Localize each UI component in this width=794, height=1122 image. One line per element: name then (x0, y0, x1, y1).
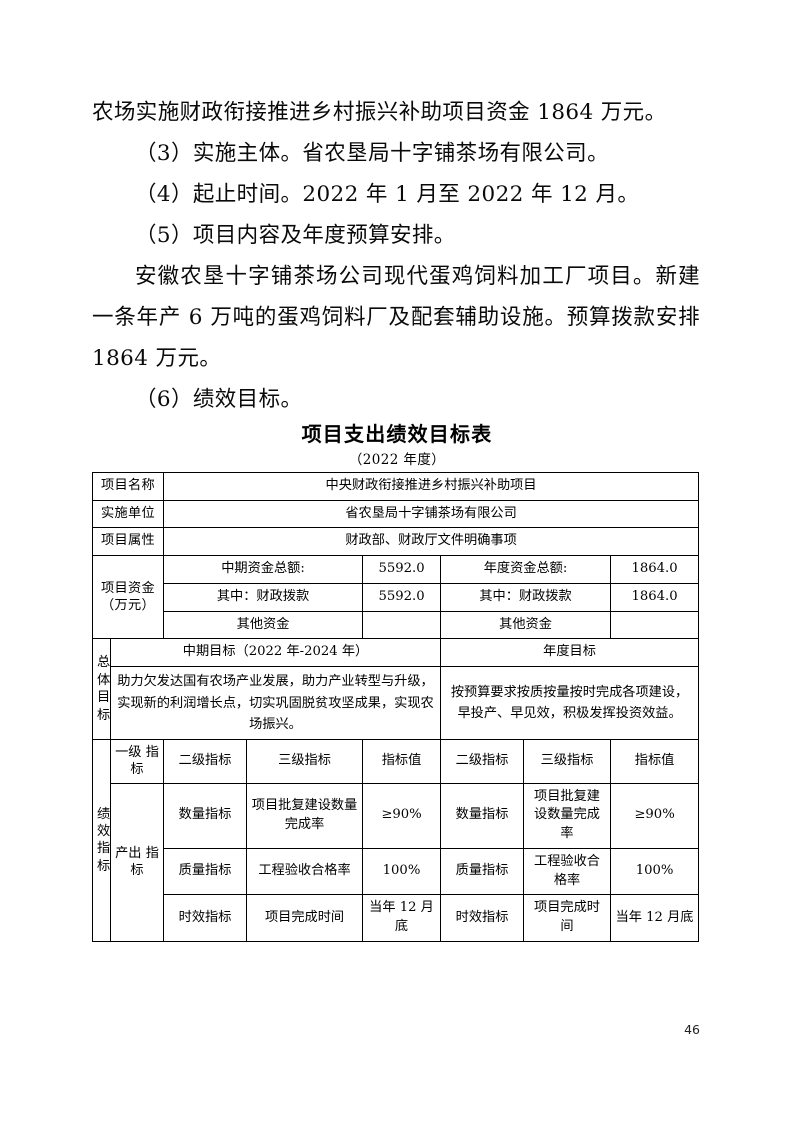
row-label-project-attribute: 项目属性 (91, 527, 165, 557)
table-row-implementing-unit: 实施单位 省农垦局十字铺茶场有限公司 (91, 499, 700, 529)
level1-value-line2: 指标 (130, 845, 159, 879)
row-value-implementing-unit: 省农垦局十字铺茶场有限公司 (163, 499, 700, 529)
indicator-header-mid-level3: 三级指标 (246, 739, 364, 784)
indicator-mid-level2-quantity: 数量指标 (163, 782, 248, 849)
indicator-annual-level2-quantity: 数量指标 (440, 782, 525, 849)
level1-header-line2: 指标 (130, 745, 159, 778)
indicator-header-annual-level3: 三级指标 (523, 739, 612, 784)
table-row-indicator-quantity: 产出 指标 数量指标 项目批复建设数量完成率 ≥90% 数量指标 项目批复建设数… (93, 782, 700, 942)
body-text: 农场实施财政衔接推进乡村振兴补助项目资金 1864 万元。 （3）实施主体。省农… (92, 92, 700, 420)
table-row-indicator-header: 绩 效 指 标 一级 指标 二级指标 三级指标 指标值 二级指标 三级指标 指标… (92, 739, 700, 942)
funding-mid-value-appropriation: 5592.0 (362, 582, 442, 612)
table-row-project-attribute: 项目属性 财政部、财政厅文件明确事项 (91, 527, 700, 557)
overall-goal-mid-header: 中期目标（2022 年-2024 年） (109, 638, 442, 668)
indicator-header-level1: 一级 指标 (109, 739, 165, 784)
indicator-annual-level3-quantity: 项目批复建设数量完成率 (523, 782, 612, 849)
indicator-header-mid-value: 指标值 (362, 739, 442, 784)
paragraph-item-3: （3）实施主体。省农垦局十字铺茶场有限公司。 (135, 141, 609, 166)
table-row-indicator-quality: 质量指标 工程验收合格率 100% 质量指标 工程验收合格率 100% (93, 847, 700, 896)
indicator-annual-value-quality: 100% (610, 847, 700, 896)
paragraph-project-content: 安徽农垦十字铺茶场公司现代蛋鸡饲料加工厂项目。新建一条年产 6 万吨的蛋鸡饲料厂… (92, 264, 700, 371)
row-label-performance-indicator: 绩 效 指 标 (92, 739, 111, 942)
table-subtitle: （2022 年度） (348, 452, 446, 468)
funding-annual-label-appropriation: 其中：财政拨款 (440, 582, 612, 612)
indicator-mid-value-quality: 100% (362, 847, 442, 896)
table-row-indicator-timeliness: 时效指标 项目完成时间 当年 12 月底 时效指标 项目完成时间 当年 12 月… (93, 894, 700, 942)
row-label-implementing-unit: 实施单位 (91, 499, 165, 529)
paragraph-item-6: （6）绩效目标。 (135, 387, 303, 412)
row-value-project-name: 中央财政衔接推进乡村振兴补助项目 (163, 472, 700, 501)
indicator-header-annual-value: 指标值 (610, 739, 700, 784)
paragraph-continuation: 农场实施财政衔接推进乡村振兴补助项目资金 1864 万元。 (92, 100, 667, 125)
row-label-overall-goal: 总 体 目 标 (92, 638, 111, 741)
overall-goal-mid-text: 助力欠发达国有农场产业发展，助力产业转型与升级，实现新的利润增长点，切实巩固脱贫… (109, 666, 442, 741)
funding-annual-label-other: 其他资金 (440, 610, 612, 640)
funding-annual-label-total: 年度资金总额: (440, 555, 612, 584)
performance-target-table: 项目名称 中央财政衔接推进乡村振兴补助项目 实施单位 省农垦局十字铺茶场有限公司… (91, 472, 700, 942)
performance-indicator-char-2: 效 (97, 824, 111, 840)
performance-indicator-char-4: 标 (97, 858, 111, 874)
row-label-project-funding: 项目资金 （万元） (91, 555, 165, 640)
funding-label-line2: （万元） (101, 598, 155, 614)
indicator-mid-level2-timeliness: 时效指标 (163, 894, 248, 942)
indicator-level1-output: 产出 指标 (109, 782, 165, 942)
performance-indicator-char-1: 绩 (97, 806, 111, 822)
table-row-funding-appropriation: 其中：财政拨款 5592.0 其中：财政拨款 1864.0 (93, 582, 700, 612)
indicator-annual-value-timeliness: 当年 12 月底 (610, 894, 700, 942)
funding-label-line1: 项目资金 (101, 581, 155, 597)
table-row-project-name: 项目名称 中央财政衔接推进乡村振兴补助项目 (91, 472, 700, 501)
overall-goal-char-2: 体 (97, 672, 111, 688)
paragraph-item-4: （4）起止时间。2022 年 1 月至 2022 年 12 月。 (135, 182, 640, 207)
table-row-overall-goal-header: 总 体 目 标 中期目标（2022 年-2024 年） 年度目标 (92, 638, 700, 741)
indicator-mid-level3-timeliness: 项目完成时间 (246, 894, 364, 942)
funding-mid-value-total: 5592.0 (362, 555, 442, 584)
indicator-annual-level2-timeliness: 时效指标 (440, 894, 525, 942)
indicator-header-mid-level2: 二级指标 (163, 739, 248, 784)
page-number: 46 (684, 1022, 700, 1037)
indicator-header-annual-level2: 二级指标 (440, 739, 525, 784)
performance-indicator-char-3: 指 (97, 841, 111, 857)
indicator-mid-value-timeliness: 当年 12 月底 (362, 894, 442, 942)
funding-annual-value-total: 1864.0 (610, 555, 700, 584)
overall-goal-char-1: 总 (97, 655, 111, 671)
overall-goal-annual-text: 按预算要求按质按量按时完成各项建设，早投产、早见效，积极发挥投资效益。 (440, 666, 700, 741)
funding-mid-value-other (362, 610, 442, 640)
overall-goal-char-4: 标 (97, 707, 111, 723)
table-title: 项目支出绩效目标表 (301, 422, 493, 446)
overall-goal-annual-header: 年度目标 (440, 638, 700, 668)
funding-mid-label-other: 其他资金 (163, 610, 364, 640)
row-label-project-name: 项目名称 (91, 472, 165, 501)
indicator-annual-level3-timeliness: 项目完成时间 (523, 894, 612, 942)
row-value-project-attribute: 财政部、财政厅文件明确事项 (163, 527, 700, 557)
paragraph-item-5: （5）项目内容及年度预算安排。 (135, 223, 456, 248)
table-row-funding-total: 项目资金 （万元） 中期资金总额: 5592.0 年度资金总额: 1864.0 (91, 555, 700, 640)
funding-mid-label-appropriation: 其中：财政拨款 (163, 582, 364, 612)
funding-annual-value-other (610, 610, 700, 640)
indicator-annual-value-quantity: ≥90% (610, 782, 700, 849)
indicator-mid-level3-quantity: 项目批复建设数量完成率 (246, 782, 364, 849)
indicator-mid-level2-quality: 质量指标 (163, 847, 248, 896)
overall-goal-char-3: 目 (97, 690, 111, 706)
indicator-annual-level2-quality: 质量指标 (440, 847, 525, 896)
table-row-funding-other: 其他资金 其他资金 (93, 610, 700, 640)
indicator-mid-level3-quality: 工程验收合格率 (246, 847, 364, 896)
level1-value-line1: 产出 (115, 845, 142, 861)
table-row-overall-goal-body: 助力欠发达国有农场产业发展，助力产业转型与升级，实现新的利润增长点，切实巩固脱贫… (93, 666, 700, 741)
indicator-mid-value-quantity: ≥90% (362, 782, 442, 849)
funding-mid-label-total: 中期资金总额: (163, 555, 364, 584)
level1-header-line1: 一级 (115, 745, 142, 761)
funding-annual-value-appropriation: 1864.0 (610, 582, 700, 612)
indicator-annual-level3-quality: 工程验收合格率 (523, 847, 612, 896)
